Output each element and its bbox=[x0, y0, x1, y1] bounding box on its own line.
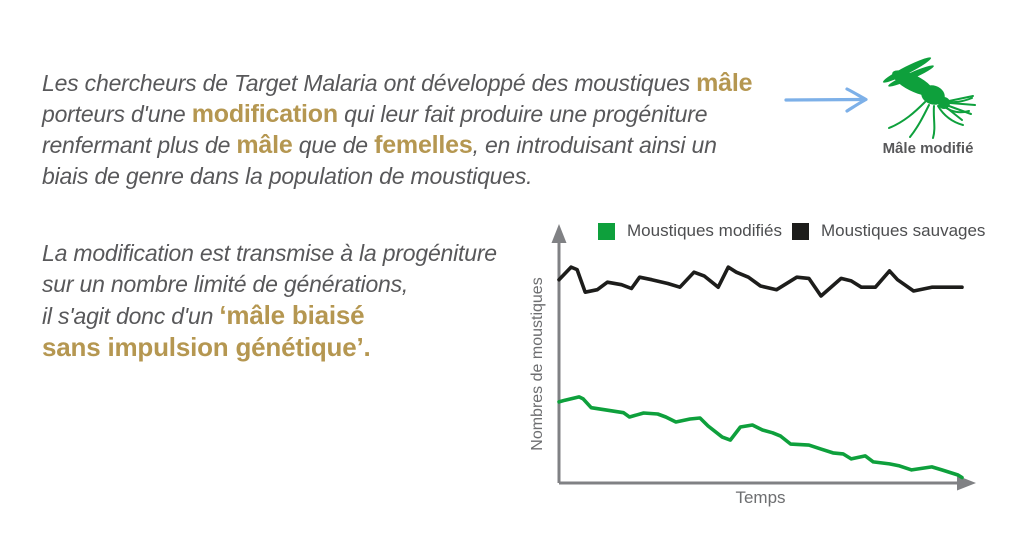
mosquito-icon bbox=[876, 50, 980, 144]
y-axis-label: Nombres de moustiques bbox=[529, 277, 546, 451]
modified-mosquitoes-line bbox=[557, 395, 964, 480]
second-text: il s'agit donc d'un bbox=[42, 303, 220, 329]
legend-swatch-green bbox=[598, 222, 615, 240]
intro-text: porteurs d'une bbox=[42, 101, 192, 127]
legend-swatch-black bbox=[792, 222, 809, 240]
wild-mosquitoes-line bbox=[557, 265, 964, 298]
intro-line-1: Les chercheurs de Target Malaria ont dév… bbox=[42, 68, 787, 99]
second-paragraph: La modification est transmise à la progé… bbox=[42, 238, 542, 364]
legend-label: Moustiques modifiés bbox=[627, 221, 782, 240]
x-axis-label: Temps bbox=[735, 488, 786, 507]
highlight-femelles: femelles bbox=[374, 131, 473, 159]
legend-item-modified: Moustiques modifiés bbox=[598, 221, 782, 241]
highlight-male: mâle bbox=[696, 69, 753, 97]
intro-text: biais de genre dans la population de mou… bbox=[42, 163, 533, 189]
intro-line-4: biais de genre dans la population de mou… bbox=[42, 161, 787, 192]
y-axis-arrowhead-icon bbox=[551, 224, 567, 243]
intro-text: que de bbox=[292, 132, 375, 158]
legend-item-wild: Moustiques sauvages bbox=[792, 221, 985, 241]
second-line-1: La modification est transmise à la progé… bbox=[42, 238, 542, 269]
highlight-male: mâle bbox=[236, 131, 293, 159]
mosquito-caption: Mâle modifié bbox=[882, 140, 974, 157]
intro-text: qui leur fait produire une progéniture bbox=[337, 101, 708, 127]
intro-paragraph: Les chercheurs de Target Malaria ont dév… bbox=[42, 68, 787, 192]
second-line-2: sur un nombre limité de générations, bbox=[42, 269, 542, 300]
second-line-3: il s'agit donc d'un ‘mâle biaisé bbox=[42, 300, 542, 332]
legend-label: Moustiques sauvages bbox=[821, 221, 986, 240]
second-text: La modification est transmise à la progé… bbox=[42, 240, 497, 266]
highlight-modification: modification bbox=[191, 100, 338, 128]
second-text: sur un nombre limité de générations, bbox=[42, 271, 409, 297]
intro-text: , en introduisant ainsi un bbox=[472, 132, 717, 158]
highlight-male-biaise: ‘mâle biaisé bbox=[219, 300, 365, 330]
intro-line-2: porteurs d'une modification qui leur fai… bbox=[42, 99, 787, 130]
intro-text: Les chercheurs de Target Malaria ont dév… bbox=[42, 70, 697, 96]
intro-text: renfermant plus de bbox=[42, 132, 237, 158]
highlight-sans-impulsion: sans impulsion génétique’. bbox=[42, 332, 371, 362]
right-arrow-icon bbox=[783, 86, 881, 114]
second-line-4: sans impulsion génétique’. bbox=[42, 332, 542, 364]
intro-line-3: renfermant plus de mâle que de femelles,… bbox=[42, 130, 787, 161]
